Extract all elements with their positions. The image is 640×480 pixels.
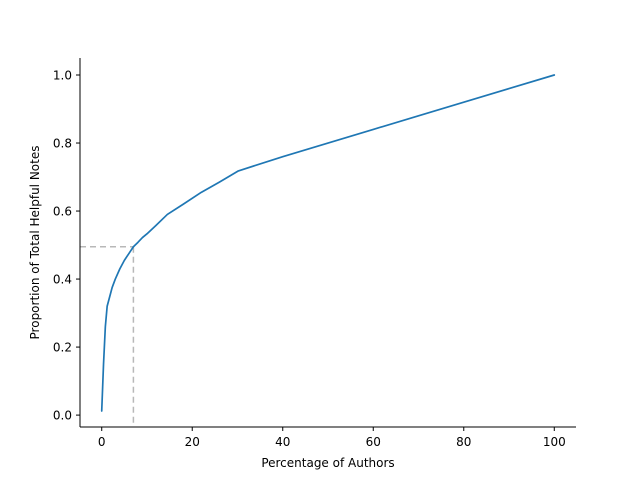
y-tick-label: 0.0 (53, 408, 72, 422)
plot-area (100, 74, 556, 412)
x-ticks: 0 20 40 60 80 100 (98, 427, 566, 449)
y-tick-label: 0.8 (53, 136, 72, 150)
x-tick-label: 0 (98, 435, 106, 449)
y-tick-label: 0.2 (53, 340, 72, 354)
y-tick-label: 0.4 (53, 272, 72, 286)
x-axis-title: Percentage of Authors (261, 456, 394, 470)
x-tick-label: 20 (185, 435, 200, 449)
y-axis-title: Proportion of Total Helpful Notes (28, 146, 42, 340)
y-tick-label: 1.0 (53, 68, 72, 82)
x-tick-label: 100 (543, 435, 566, 449)
x-tick-label: 40 (275, 435, 290, 449)
y-tick-label: 0.6 (53, 204, 72, 218)
axes: 0 20 40 60 80 100 0.0 0.2 0.4 0.6 0.8 1.0 (53, 58, 576, 449)
y-ticks: 0.0 0.2 0.4 0.6 0.8 1.0 (53, 68, 80, 422)
x-tick-label: 80 (456, 435, 471, 449)
reference-guides (80, 246, 135, 427)
series-line (100, 74, 556, 412)
x-tick-label: 60 (366, 435, 381, 449)
